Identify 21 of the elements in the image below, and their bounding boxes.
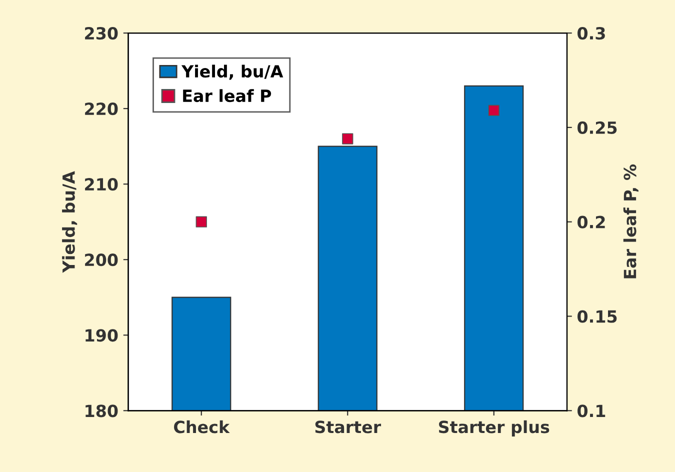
y-tick-label: 180 (86, 404, 118, 418)
y2-axis-title: Ear leaf P, % (623, 164, 638, 278)
point (342, 133, 354, 144)
point (488, 104, 500, 116)
legend-label: Yield, bu/A (181, 64, 284, 80)
x-tick-label: Starter plus (438, 420, 550, 436)
y2-tick-label: 0.3 (578, 27, 605, 40)
y-tick-label: 190 (86, 329, 118, 342)
y2-tick-label: 0.25 (578, 121, 617, 134)
y-axis-title: Yield, bu/A (62, 171, 78, 273)
y-tick-label: 210 (85, 178, 118, 191)
x-tick-label: Check (174, 420, 230, 434)
point (196, 216, 207, 228)
x-tick-label: Starter (315, 420, 382, 434)
y-tick-label: 230 (85, 27, 118, 40)
y-tick-label: 200 (85, 254, 118, 266)
y2-tick-label: 0.2 (578, 216, 605, 228)
y-tick-label: 220 (85, 102, 118, 116)
y2-tick-label: 0.1 (578, 404, 606, 418)
y2-tick-label: 0.15 (578, 310, 617, 323)
legend-label: Ear leaf P (183, 89, 272, 102)
